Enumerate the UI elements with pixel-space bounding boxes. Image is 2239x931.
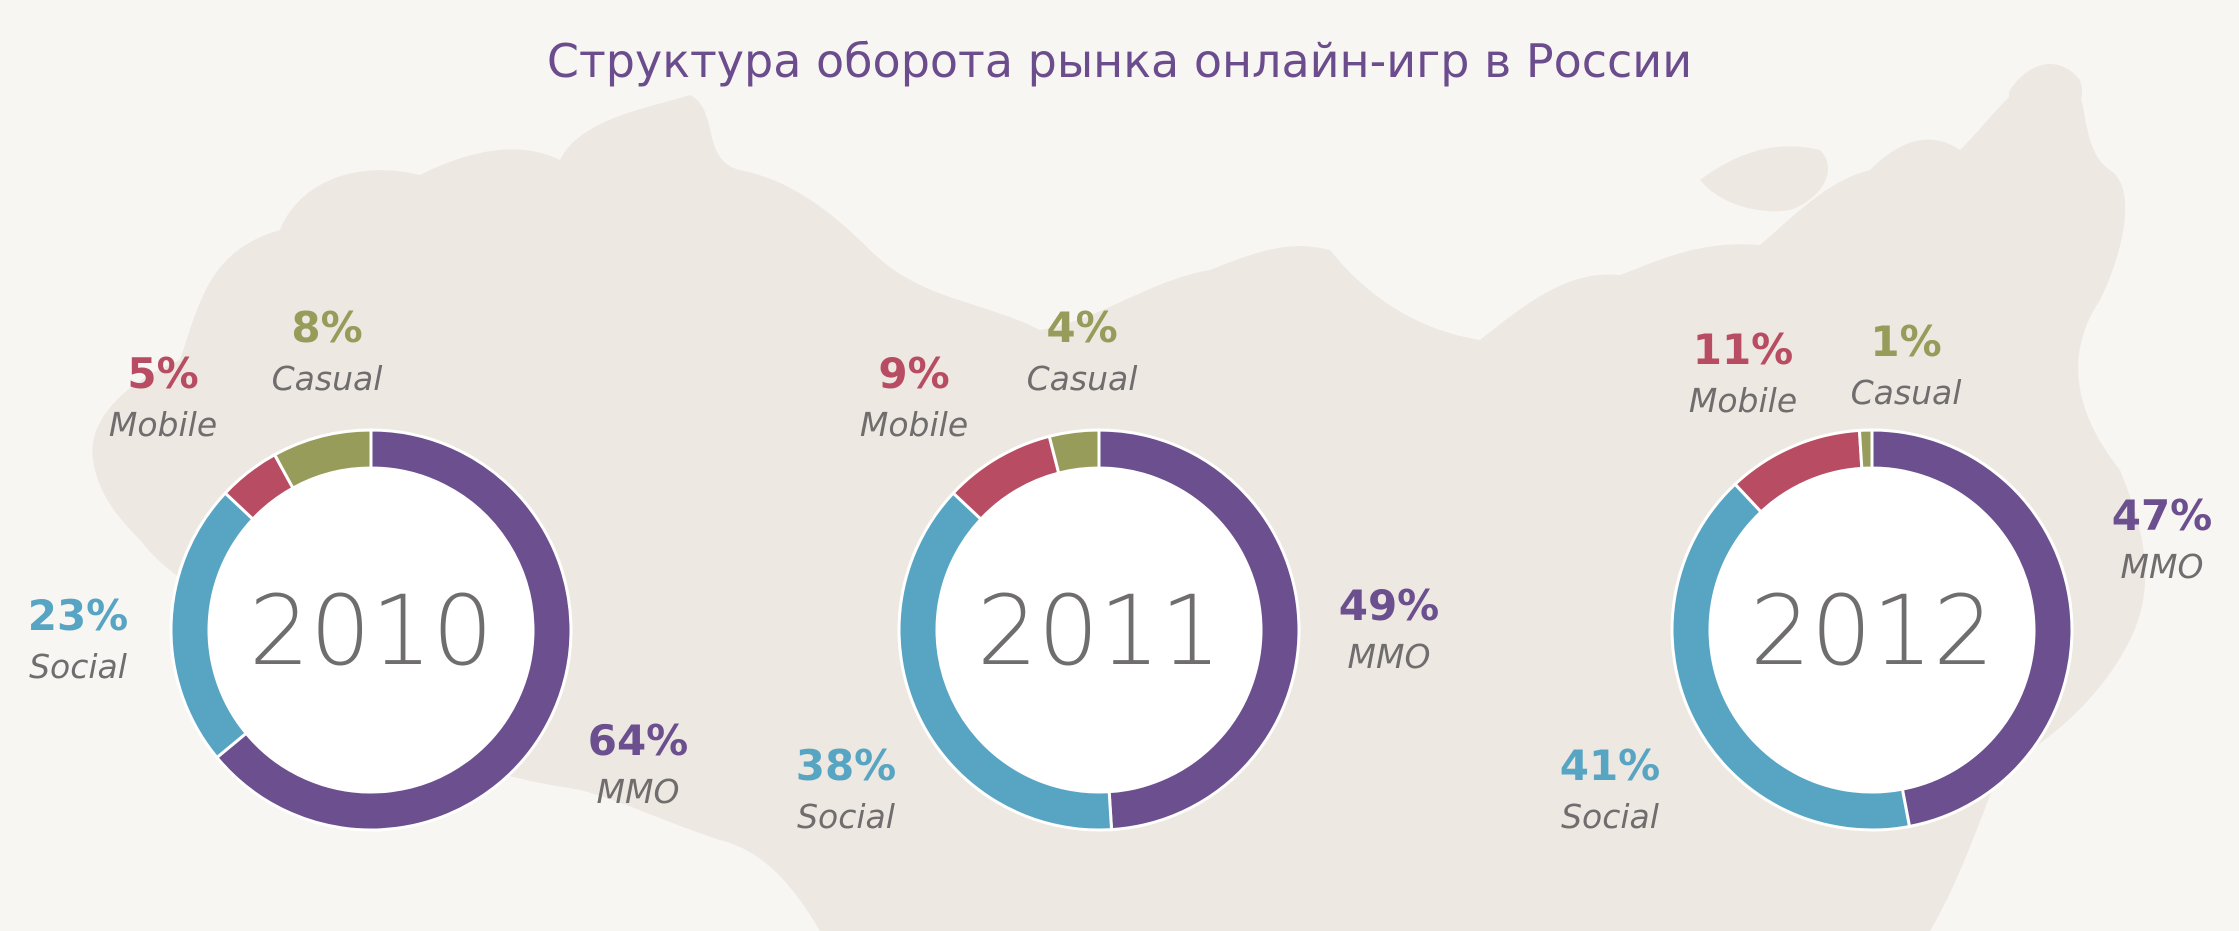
donut-slice-2010-casual — [272, 428, 373, 491]
category-label-2010-casual: Casual — [272, 359, 383, 398]
data-label-2012-social: 41% — [1560, 741, 1661, 790]
year-label-2012: 2012 — [1750, 575, 1994, 687]
donut-chart-2012: 2012 47% MMO 41% Social 11% Mobile 1% Casual — [1560, 317, 2213, 836]
donut-chart-2011: 2011 49% MMO 38% Social 9% Mobile 4% Casual — [796, 303, 1440, 836]
data-label-2011-casual: 4% — [1046, 303, 1117, 352]
donut-slice-2011-casual — [1047, 428, 1101, 475]
category-label-2012-social: Social — [1561, 797, 1659, 836]
donut-center-2010 — [210, 469, 532, 791]
data-label-2011-social: 38% — [796, 741, 897, 790]
category-label-2012-mobile: Mobile — [1689, 381, 1797, 420]
donut-slice-2011-mmo — [1097, 428, 1301, 832]
data-label-2012-mmo: 47% — [2112, 491, 2213, 540]
donut-slice-2010-mmo — [214, 428, 573, 832]
category-label-2010-mmo: MMO — [597, 772, 680, 811]
donut-chart-2010: 2010 64% MMO 23% Social 5% Mobile 8% Casual — [28, 303, 689, 832]
data-label-2012-mobile: 11% — [1693, 325, 1794, 374]
year-label-2011: 2011 — [977, 575, 1221, 687]
data-label-2011-mmo: 49% — [1339, 581, 1440, 630]
donut-center-2012 — [1711, 469, 2033, 791]
data-label-2010-social: 23% — [28, 591, 129, 640]
data-label-2010-mobile: 5% — [127, 349, 198, 398]
chart-title: Структура оборота рынка онлайн-игр в Рос… — [546, 34, 1693, 88]
category-label-2011-casual: Casual — [1027, 359, 1138, 398]
category-label-2010-mobile: Mobile — [109, 405, 217, 444]
category-label-2012-mmo: MMO — [2121, 547, 2204, 586]
donut-slice-2012-mmo — [1870, 428, 2074, 829]
data-label-2012-casual: 1% — [1870, 317, 1941, 366]
category-label-2011-mmo: MMO — [1348, 637, 1431, 676]
data-label-2011-mobile: 9% — [878, 349, 949, 398]
category-label-2010-social: Social — [29, 647, 127, 686]
donut-slice-2012-casual — [1857, 428, 1874, 470]
category-label-2012-casual: Casual — [1851, 373, 1962, 412]
data-label-2010-casual: 8% — [291, 303, 362, 352]
year-label-2010: 2010 — [249, 575, 493, 687]
category-label-2011-social: Social — [797, 797, 895, 836]
category-label-2011-mobile: Mobile — [860, 405, 968, 444]
donut-center-2011 — [938, 469, 1260, 791]
data-label-2010-mmo: 64% — [588, 716, 689, 765]
